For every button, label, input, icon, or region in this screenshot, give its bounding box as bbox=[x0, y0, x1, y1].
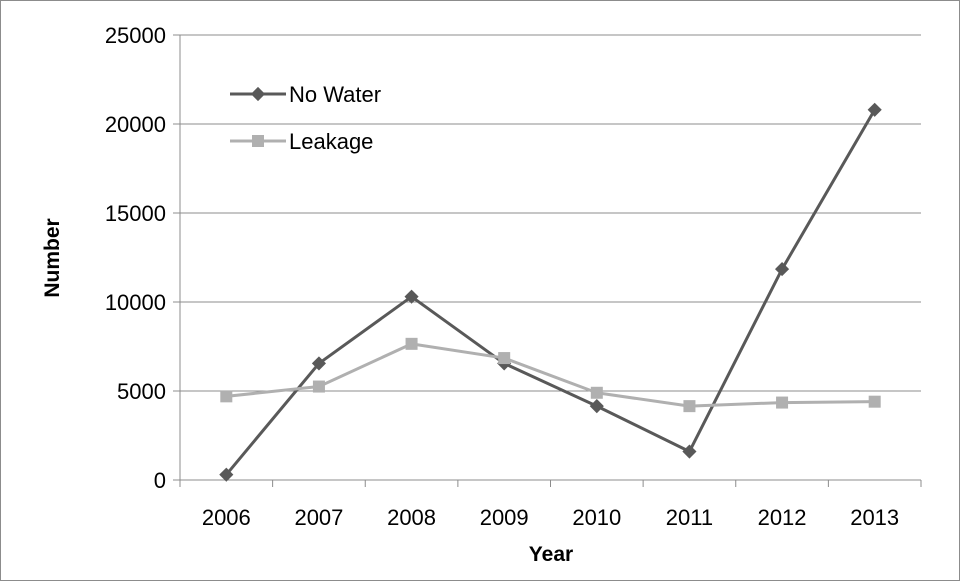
gridlines bbox=[180, 34, 921, 392]
data-point-no-water bbox=[404, 289, 419, 304]
series-no-water bbox=[219, 102, 882, 482]
data-point-leakage bbox=[498, 352, 511, 365]
data-point-no-water bbox=[219, 467, 234, 482]
data-point-leakage bbox=[405, 337, 418, 350]
legend-item-no-water: No Water bbox=[230, 82, 381, 107]
x-tick-label: 2012 bbox=[758, 505, 807, 530]
data-point-leakage bbox=[776, 396, 789, 409]
y-tick-label: 5000 bbox=[117, 379, 166, 404]
series-line-no-water bbox=[225, 109, 876, 476]
data-point-no-water bbox=[774, 261, 790, 277]
axes bbox=[173, 34, 922, 487]
data-point-no-water bbox=[867, 102, 882, 117]
x-axis-title: Year bbox=[529, 543, 573, 566]
data-point-no-water bbox=[311, 356, 327, 371]
y-tick-label: 0 bbox=[154, 468, 166, 493]
y-tick-label: 10000 bbox=[105, 290, 166, 315]
x-tick-label: 2011 bbox=[666, 505, 713, 530]
x-tick-label: 2013 bbox=[850, 505, 899, 530]
legend-label-no-water: No Water bbox=[289, 82, 381, 107]
data-point-leakage bbox=[868, 395, 881, 408]
legend-label-leakage: Leakage bbox=[289, 129, 373, 154]
x-tick-label: 2009 bbox=[480, 505, 529, 530]
data-point-leakage bbox=[683, 400, 696, 413]
series-line-leakage bbox=[226, 342, 875, 408]
series-leakage bbox=[220, 337, 881, 413]
legend: No Water Leakage bbox=[230, 82, 381, 154]
series-group bbox=[219, 102, 882, 482]
data-point-no-water bbox=[589, 399, 604, 414]
x-tick-label: 2008 bbox=[387, 505, 436, 530]
x-tick-label: 2010 bbox=[572, 505, 621, 530]
tick-labels: 0 5000 10000 15000 20000 25000 2006 2007 2008 200… bbox=[105, 23, 899, 530]
y-axis-title: Number bbox=[41, 218, 64, 297]
data-point-leakage bbox=[312, 380, 325, 393]
y-tick-label: 20000 bbox=[105, 112, 166, 137]
data-point-leakage bbox=[220, 390, 233, 403]
x-tick-label: 2007 bbox=[294, 505, 343, 530]
y-tick-label: 15000 bbox=[105, 201, 166, 226]
legend-marker-leakage-icon bbox=[252, 135, 264, 147]
data-point-leakage bbox=[590, 386, 603, 399]
y-tick-label: 25000 bbox=[105, 23, 166, 48]
x-tick-label: 2006 bbox=[202, 505, 251, 530]
data-point-no-water bbox=[682, 444, 697, 459]
legend-marker-no-water-icon bbox=[250, 86, 266, 102]
legend-item-leakage: Leakage bbox=[230, 129, 373, 154]
